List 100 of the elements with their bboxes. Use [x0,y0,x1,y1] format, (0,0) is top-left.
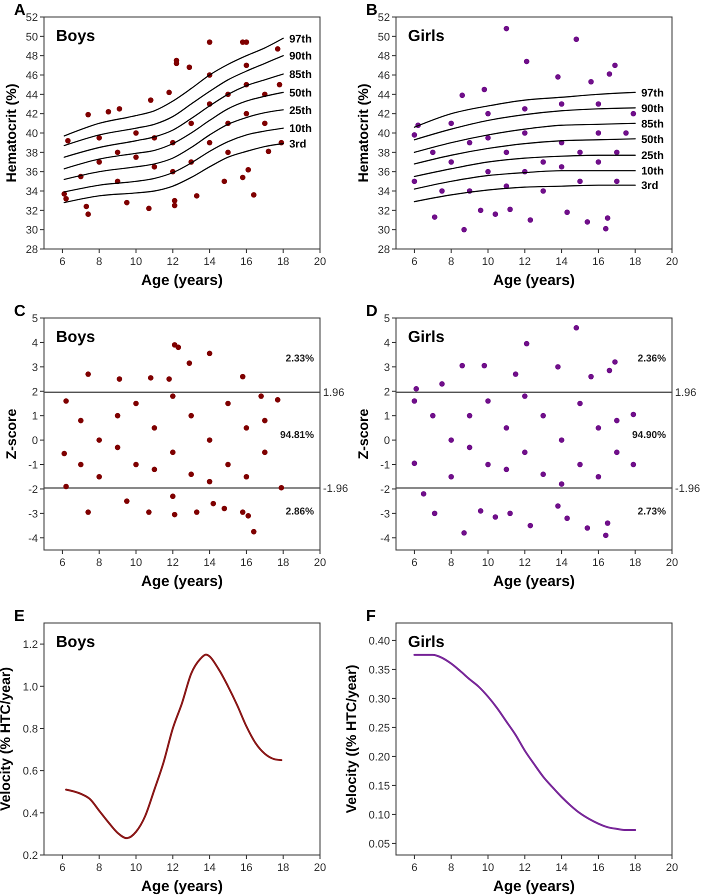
series-label: 25th [641,150,664,162]
y-tick-label: 0.25 [368,722,390,734]
point [558,481,564,487]
x-tick-label: 6 [59,557,66,569]
point [524,340,530,346]
point [459,362,466,368]
point [124,498,130,504]
point [170,494,176,500]
point [63,484,69,490]
x-tick-label: 20 [314,256,326,268]
series-label: 90th [641,102,664,115]
y-tick-label: 36 [378,166,390,179]
point [172,198,178,204]
point [558,437,564,443]
point [478,508,484,514]
y-tick-label: 44 [378,89,390,102]
point [540,159,546,165]
y-tick-label: 34 [26,186,38,198]
point [485,398,491,404]
y-tick-label: 0.05 [368,838,390,850]
y-tick-label: 30 [378,224,390,237]
point [274,46,280,52]
point [194,193,200,199]
x-tick-label: 16 [240,557,253,569]
series-label: 10th [289,123,312,136]
point [148,97,154,103]
x-tick-label: 12 [166,557,179,569]
text: Girls [408,28,445,45]
point [245,166,252,172]
point [266,148,272,154]
point [84,204,90,210]
series-label: 50th [289,87,312,100]
x-tick-label: 14 [203,557,216,569]
chart-title: F [366,608,376,625]
point [577,400,583,406]
point [96,474,102,480]
point [225,462,231,468]
point [244,62,250,68]
x-tick-label: 20 [314,862,326,874]
point [577,462,583,468]
point [504,466,510,472]
point [240,509,246,515]
point [602,226,609,232]
point [614,450,620,456]
x-axis-title: Age (years) [493,878,575,895]
y-tick-label: 2 [32,386,38,398]
x-axis-title: Age (years) [493,272,575,289]
y-tick-label: 40 [378,128,390,140]
annotation: 2.33% [286,353,314,364]
point [244,474,250,480]
point [166,90,172,96]
point [507,206,513,212]
series-label: 85th [289,69,312,82]
point [245,513,252,519]
point [504,26,510,32]
text: Girls [408,329,445,346]
x-tick-label: 18 [277,862,290,874]
x-tick-label: 18 [629,256,642,268]
x-tick-label: 6 [411,256,418,268]
point [558,101,564,107]
point [124,200,130,206]
x-tick-label: 8 [96,862,102,874]
point [448,437,454,443]
point [412,460,418,466]
point [63,196,69,202]
point [61,450,68,456]
point [504,150,510,156]
point [606,71,612,77]
point [188,412,194,418]
annotation: 94.81% [280,430,314,441]
series-label: 50th [641,134,664,146]
y-tick-label: 0.6 [22,766,38,778]
x-tick-label: 12 [518,256,531,268]
x-tick-label: 16 [592,557,605,569]
point [85,112,91,118]
x-tick-label: 18 [629,557,642,569]
y-tick-label: 5 [384,313,390,325]
x-tick-label: 8 [448,557,454,569]
x-tick-label: 16 [240,256,253,268]
point [430,150,436,156]
y-tick-label: 28 [26,244,38,256]
point [485,462,491,468]
annotation: 2.73% [638,506,666,518]
point [194,509,200,515]
point [584,219,590,225]
line-series [414,107,636,140]
x-tick-label: 20 [666,862,678,874]
point [420,491,426,497]
point [574,325,580,331]
point [250,528,257,534]
y-tick-label: 0.2 [22,850,38,862]
x-axis-title: Age (years) [141,272,223,289]
point [630,412,636,418]
ref-line-label: -1.96 [323,482,348,495]
point [478,208,484,214]
point [78,462,84,468]
y-tick-label: 44 [26,89,38,102]
point [564,515,570,522]
point [466,412,472,418]
point [85,211,91,217]
